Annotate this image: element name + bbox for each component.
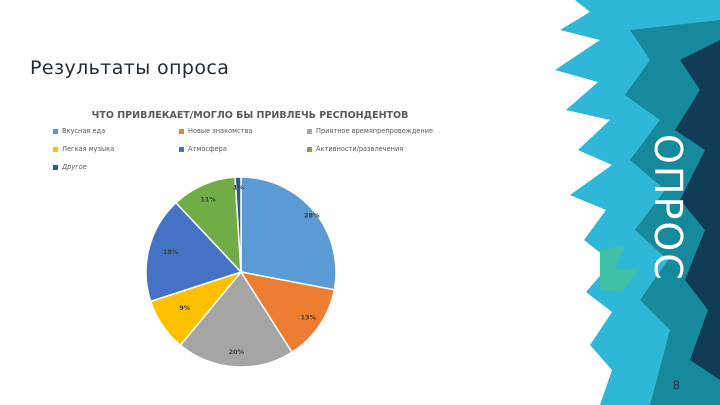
legend-swatch	[53, 146, 58, 152]
pie-slice	[174, 176, 242, 275]
legend-swatch	[53, 164, 58, 170]
slide-title: Результаты опроса	[30, 57, 230, 79]
pie-slice	[240, 176, 337, 291]
legend-swatch	[307, 146, 312, 152]
side-label: ОПРОС	[646, 134, 690, 282]
pie-data-label: 13%	[301, 314, 317, 322]
legend-item-other: Другое	[53, 163, 87, 171]
pie-slice	[179, 270, 293, 368]
legend-swatch	[179, 146, 184, 152]
legend-item-light-music: Легкая музыка	[53, 145, 114, 153]
legend-label: Вкусная еда	[62, 127, 106, 135]
paint-stroke-dark	[675, 40, 720, 380]
pie-data-label: 20%	[229, 348, 245, 356]
legend-swatch	[307, 128, 312, 134]
pie-data-label: 11%	[200, 195, 216, 203]
legend-swatch	[179, 128, 184, 134]
pie-slice	[234, 176, 242, 273]
pie-slice	[239, 270, 336, 354]
page-number: 8	[673, 378, 680, 392]
legend-label: Атмосфера	[188, 145, 227, 153]
pie-slice	[145, 201, 243, 303]
legend-label: Новые знакомства	[188, 127, 253, 135]
chart-title: ЧТО ПРИВЛЕКАЕТ/МОГЛО БЫ ПРИВЛЕЧЬ РЕСПОНД…	[91, 110, 409, 121]
legend-item-activities: Активности/развлечения	[307, 145, 403, 153]
paint-stroke-green	[600, 245, 640, 292]
pie-data-label: 1%	[233, 183, 245, 191]
legend-label: Активности/развлечения	[316, 145, 404, 153]
legend-label: Приятное времяпрепровождение	[316, 127, 434, 135]
legend-label: Легкая музыка	[62, 145, 115, 153]
pie-data-label: 28%	[304, 211, 320, 219]
legend-item-pleasant-time: Приятное времяпрепровождение	[307, 127, 433, 135]
legend-item-new-acquaintances: Новые знакомства	[179, 127, 252, 135]
legend-swatch	[53, 128, 58, 134]
legend-item-tasty-food: Вкусная еда	[53, 127, 105, 135]
pie-data-label: 18%	[163, 248, 179, 256]
legend-label: Другое	[62, 163, 87, 171]
legend-item-atmosphere: Атмосфера	[179, 145, 227, 153]
pie-data-label: 9%	[179, 304, 191, 312]
